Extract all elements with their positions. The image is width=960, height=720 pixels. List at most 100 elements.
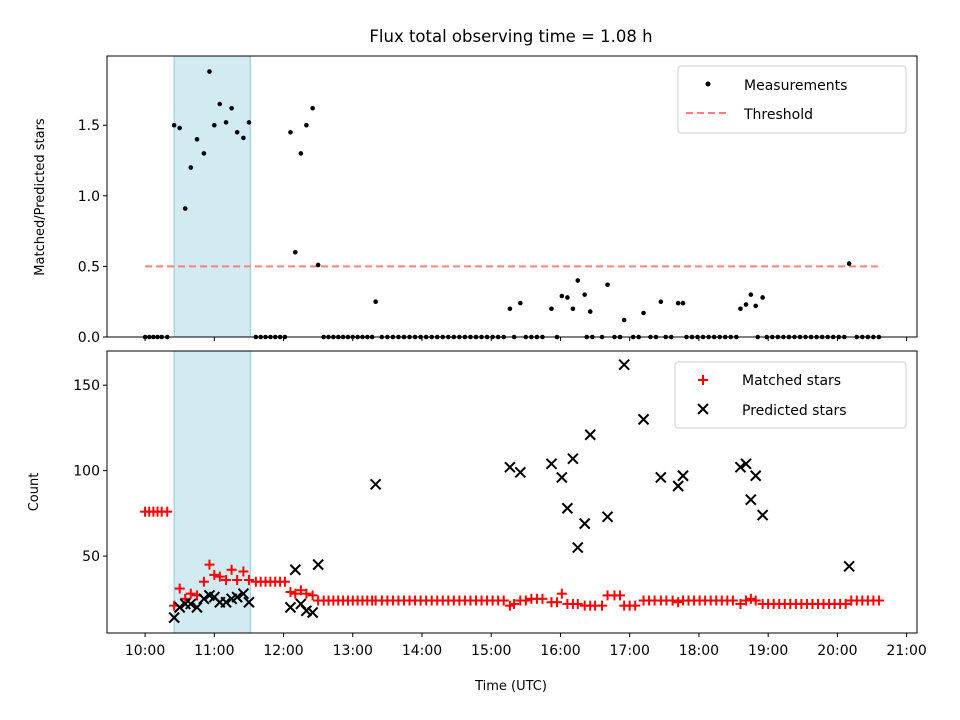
ratio-plot-frame [106,55,918,338]
measurement-point [559,293,565,299]
measurement-point [675,300,681,306]
predicted-star-point [601,511,614,523]
matched-star-point [226,564,237,575]
measurement-point [846,261,852,266]
matched-star-point [285,586,296,597]
count-y-axis-label: Count [27,473,42,512]
y-tick-label: 1.0 [78,189,100,205]
measurement-point [373,299,378,304]
predicted-star-point [185,598,197,610]
matched-star-point [509,598,520,609]
matched-star-point [214,571,225,582]
count-x-ticks: 10:00 11:00 12:00 13:00 14:00 15:00 16:00 17:00… [125,633,927,659]
matched-star-point [840,598,851,609]
measurement-point [304,122,309,128]
predicted-star-point [572,541,584,554]
measurement-point [575,278,581,283]
matched-star-point [204,559,215,570]
x-tick-label: 12:00 [263,643,303,659]
measurement-point [760,295,765,300]
matched-star-point [556,588,567,599]
count-plot-frame [106,350,918,634]
chart-title: Flux total observing time = 1.08 h [369,27,652,46]
legend-measurements-label: Measurements [744,78,847,94]
matched-star-point [221,575,232,586]
matched-star-point [295,585,306,596]
matched-star-point [279,576,290,587]
ratio-y-ticks: 0.0 0.5 1.0 1.5 [78,118,107,346]
measurement-point [229,105,234,111]
predicted-star-point [734,461,747,473]
matched-star-point [741,595,751,606]
measurement-point [188,165,194,170]
x-tick-label: 10:00 [125,643,165,659]
measurement-point [738,306,743,312]
measurement-point [605,282,610,288]
measurement-point [315,262,321,268]
ratio-legend: Measurements Threshold [677,65,907,134]
matched-star-point [520,595,531,606]
predicted-star-point [243,596,255,608]
matched-star-point [174,583,185,594]
measurement-point [658,299,664,304]
predicted-star-point [618,358,630,371]
y-tick-label: 0.5 [78,259,100,275]
y-tick-label: 1.5 [78,118,100,134]
predicted-star-point [514,466,527,479]
predicted-star-point [220,596,232,608]
measurement-point [171,122,177,128]
measurement-point [177,125,182,131]
predicted-star-point [756,509,769,521]
x-tick-label: 18:00 [679,643,719,659]
x-tick-label: 15:00 [471,643,511,659]
measurement-point [743,302,749,307]
count-shaded-span [173,350,251,634]
matched-star-point [552,597,562,608]
predicted-star-point [561,502,574,514]
measurement-point [217,101,223,107]
measurement-point [241,135,246,141]
predicted-star-point [655,471,667,484]
matched-star-point [537,593,548,604]
measurement-point [518,300,523,306]
predicted-star-point [198,593,210,605]
predicted-star-point [740,458,752,470]
predicted-star-point [231,591,243,603]
y-tick-label: 150 [73,378,100,394]
predicted-star-point [637,413,650,426]
measurement-point [748,292,754,297]
matched-star-point [290,588,301,599]
measurement-point [507,306,513,312]
x-tick-label: 13:00 [333,643,373,659]
measurement-point [565,295,570,300]
legend-threshold-label: Threshold [743,107,813,123]
legend-measurements-marker [705,81,711,87]
legend-matched-marker [698,375,708,385]
matched-star-point [673,597,684,608]
y-tick-label: 0.0 [78,330,100,346]
ratio-legend-box [677,65,907,134]
matched-star-point [735,598,746,609]
predicted-star-point [584,429,596,441]
measurement-point [201,151,207,156]
measurement-point [582,292,587,297]
matched-star-point [727,595,738,606]
matched-star-point [307,590,318,601]
x-tick-label: 14:00 [402,643,442,659]
ratio-shaded-span [173,55,251,338]
matched-star-point [630,600,641,611]
matched-star-point [745,593,756,604]
predicted-star-point [749,470,762,482]
x-tick-label: 19:00 [748,643,788,659]
legend-matched-label: Matched stars [742,373,841,389]
count-legend: Matched stars Predicted stars [674,361,907,429]
matched-star-point [498,595,509,606]
ratio-y-axis-label: Matched/Predicted stars [33,118,48,276]
measurement-point [246,120,252,125]
measurement-point [753,303,758,309]
y-tick-label: 100 [73,464,100,480]
count-legend-box [674,361,907,429]
measurement-point [570,306,576,312]
matched-star-point [873,595,884,606]
